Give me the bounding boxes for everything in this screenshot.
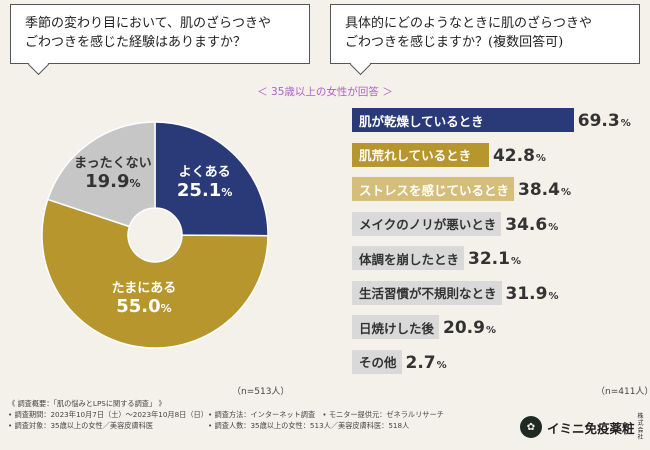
question-left-box: 季節の変わり目において、肌のざらつきや ごわつきを感じた経験はありますか？ <box>10 4 310 76</box>
bar: ストレスを感じているとき <box>352 177 515 201</box>
pie-sample-note: （n=513人） <box>232 387 290 397</box>
bar: 肌荒れしているとき <box>352 142 489 167</box>
bar-sample-note: （n=411人） <box>596 387 650 397</box>
question-right-line-1: 具体的にどのようなときに肌のざらつきや <box>345 16 593 31</box>
footer-target: • 調査対象：35歳以上の女性／美容皮膚科医 <box>8 421 154 430</box>
footer-title: 《 調査概要：「肌の悩みとLPSに関する調査」 》 <box>8 399 166 408</box>
bar-category-label: 生活習慣が不規則なとき <box>359 286 497 301</box>
bar-value-label: 2.7% <box>405 352 447 373</box>
speech-tail <box>27 53 50 76</box>
question-right-line-2: ごわつきを感じますか？(複数回答可) <box>345 35 564 50</box>
bar-value-label: 32.1% <box>468 249 521 269</box>
pie-slice <box>46 121 156 228</box>
speech-tail <box>349 53 372 76</box>
bar: 日焼けした後 <box>352 315 440 339</box>
pie-slice-category: まったくない <box>74 155 152 171</box>
pie-slice-category: たまにある <box>111 281 177 297</box>
pie-slice-label: たまにある 55.0% <box>99 281 189 318</box>
pie-chart <box>41 121 269 349</box>
footer-method: • 調査方法：インターネット調査 • モニター提供元：ゼネラルリサーチ <box>208 410 444 419</box>
bar-value-label: 34.6% <box>505 214 559 235</box>
bar-value-label: 69.3% <box>577 111 631 131</box>
bar-category-label: 日焼けした後 <box>359 320 435 336</box>
question-left-line-2: ごわつきを感じた経験はありますか？ <box>25 35 247 50</box>
pie-slice <box>154 121 269 237</box>
bar-value-label: 20.9% <box>443 318 496 338</box>
brand-name: イミニ免疫薬粧 <box>547 420 635 436</box>
bar-value-label: 38.4% <box>518 180 571 200</box>
bar-category-label: 肌荒れしているとき <box>359 148 472 163</box>
pie-slice-label: よくある 25.1% <box>160 164 250 202</box>
question-left-line-1: 季節の変わり目において、肌のざらつきや <box>25 16 271 31</box>
bar-category-label: メイクのノリが悪いとき <box>359 217 497 232</box>
brand: ✿ イミニ免疫薬粧 株式会社 <box>520 413 648 441</box>
pie-slice <box>41 198 269 349</box>
brand-suffix: 株式会社 <box>637 413 644 441</box>
pie-slice-category: よくある <box>178 164 231 180</box>
pie-slice-value: 25.1% <box>176 179 233 201</box>
bar-value-label: 42.8% <box>492 145 546 166</box>
pie-slice-label: まったくない 19.9% <box>68 155 158 193</box>
bar: 肌が乾燥しているとき <box>352 108 574 132</box>
bar-category-label: 体調を崩したとき <box>359 251 460 267</box>
pie-slice-value: 19.9% <box>85 170 141 192</box>
bar-category-label: 肌が乾燥しているとき <box>359 113 484 129</box>
bar-category-label: その他 <box>359 355 397 370</box>
pie-slice-value: 55.0% <box>116 296 172 318</box>
bar-value-label: 31.9% <box>505 283 559 304</box>
bar-category-label: ストレスを感じているとき <box>359 182 510 198</box>
brand-logo-icon: ✿ <box>520 416 542 438</box>
footer-people: • 調査人数：35歳以上の女性：513人／美容皮膚科医：518人 <box>208 421 410 430</box>
footer-period: • 調査期間：2023年10月7日（土）～2023年10月8日（日） <box>8 410 208 419</box>
bar: 生活習慣が不規則なとき <box>352 280 502 305</box>
chart-subtitle: ＜ 35歳以上の女性が回答 ＞ <box>257 86 393 98</box>
bar: その他 <box>352 349 402 374</box>
question-right-box: 具体的にどのようなときに肌のざらつきや ごわつきを感じますか？(複数回答可) <box>330 4 640 76</box>
bar: 体調を崩したとき <box>352 246 465 270</box>
bar: メイクのノリが悪いとき <box>352 211 502 236</box>
